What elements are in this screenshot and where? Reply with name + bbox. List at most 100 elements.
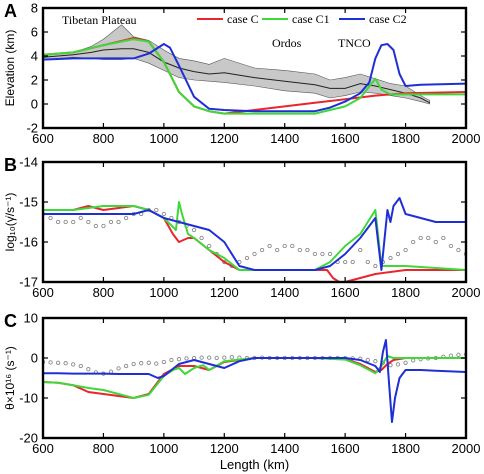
observation-point — [63, 361, 68, 366]
observation-point — [222, 355, 227, 360]
observation-point — [154, 207, 159, 213]
x-tick-label: 1400 — [270, 131, 299, 146]
observation-point — [350, 259, 355, 265]
observation-point — [139, 361, 144, 366]
observation-point — [456, 247, 461, 253]
observation-point — [448, 353, 454, 358]
observation-point — [403, 247, 408, 253]
observation-point — [71, 362, 76, 367]
observation-point — [48, 215, 53, 221]
x-tick-label: 1200 — [210, 441, 239, 456]
series-line-case-c — [43, 357, 466, 399]
observation-point — [282, 243, 287, 249]
x-tick-label: 1000 — [149, 131, 178, 146]
observation-point — [448, 243, 454, 249]
legend-label: case C — [227, 12, 259, 26]
x-tick-label: 600 — [32, 285, 54, 300]
series-line-case-c2 — [43, 339, 466, 423]
y-tick-label: 0 — [31, 351, 38, 366]
panel-label: C — [4, 311, 17, 331]
observation-point — [207, 355, 212, 360]
observation-point — [207, 243, 212, 249]
observation-point — [86, 367, 91, 372]
x-axis-label: Length (km) — [220, 457, 289, 472]
observation-point — [154, 361, 159, 366]
observation-point — [123, 363, 129, 369]
observation-point — [71, 219, 76, 225]
x-tick-label: 1200 — [210, 285, 239, 300]
x-tick-label: 800 — [93, 441, 115, 456]
x-tick-label: 600 — [32, 441, 54, 456]
x-tick-label: 1800 — [391, 285, 420, 300]
observation-point — [108, 219, 114, 225]
observation-point — [410, 239, 416, 245]
observation-point — [410, 358, 416, 363]
x-tick-label: 800 — [93, 285, 115, 300]
x-tick-label: 2000 — [452, 441, 481, 456]
observation-point — [199, 355, 204, 360]
x-tick-label: 1400 — [270, 285, 299, 300]
observation-point — [169, 357, 174, 363]
observation-point — [55, 360, 61, 365]
observation-point — [63, 219, 68, 225]
y-tick-label: 4 — [31, 49, 38, 64]
y-tick-label: 2 — [31, 73, 38, 88]
x-tick-label: 2000 — [452, 285, 481, 300]
annotation-label: TNCO — [338, 36, 371, 50]
x-tick-label: 1800 — [391, 441, 420, 456]
observation-point — [297, 247, 302, 253]
observation-point — [456, 352, 461, 357]
x-tick-label: 600 — [32, 131, 54, 146]
y-tick-label: -16 — [19, 235, 38, 250]
observation-point — [93, 223, 99, 229]
observation-point — [78, 363, 83, 369]
panel-label: A — [4, 1, 17, 21]
observation-point — [365, 259, 370, 265]
observation-point — [426, 235, 431, 241]
observation-point — [86, 219, 91, 225]
x-tick-label: 1600 — [331, 131, 360, 146]
observation-point — [395, 251, 401, 257]
plot-area — [43, 197, 466, 282]
observation-point — [161, 211, 167, 217]
observation-point — [418, 235, 423, 241]
observation-point — [116, 219, 121, 225]
observation-point — [48, 360, 53, 365]
axes-frame — [41, 6, 468, 130]
observation-point — [327, 251, 333, 257]
observation-point — [305, 247, 310, 253]
y-tick-label: -20 — [19, 431, 38, 446]
x-tick-label: 1000 — [149, 285, 178, 300]
observation-point — [433, 239, 438, 245]
series-line-case-c1 — [43, 201, 466, 271]
y-tick-label: -15 — [19, 195, 38, 210]
y-tick-label: -2 — [26, 121, 38, 136]
observation-point — [403, 360, 408, 365]
y-axis-label: θ×10¹⁶ (s⁻¹) — [3, 346, 17, 410]
y-tick-label: 8 — [31, 1, 38, 16]
observation-point — [441, 235, 446, 241]
plot-area — [43, 339, 466, 423]
observation-point — [199, 235, 204, 241]
x-tick-label: 1800 — [391, 131, 420, 146]
observation-point — [259, 247, 265, 253]
observation-point — [78, 215, 83, 221]
x-tick-label: 800 — [93, 131, 115, 146]
y-tick-label: 6 — [31, 25, 38, 40]
observation-point — [176, 357, 182, 362]
x-tick-label: 1600 — [331, 285, 360, 300]
observation-point — [388, 363, 393, 368]
axes-frame — [41, 160, 468, 284]
y-tick-label: 10 — [24, 311, 38, 326]
panel-label: B — [4, 155, 17, 175]
observation-point — [312, 251, 318, 257]
observation-point — [184, 356, 189, 361]
annotation-label: Tibetan Plateau — [62, 13, 137, 27]
elevation-range-band — [43, 24, 431, 105]
observation-point — [320, 251, 325, 257]
x-tick-label: 1600 — [331, 441, 360, 456]
observation-point — [373, 263, 378, 269]
x-tick-label: 1200 — [210, 131, 239, 146]
series-line-case-c1 — [43, 355, 466, 399]
